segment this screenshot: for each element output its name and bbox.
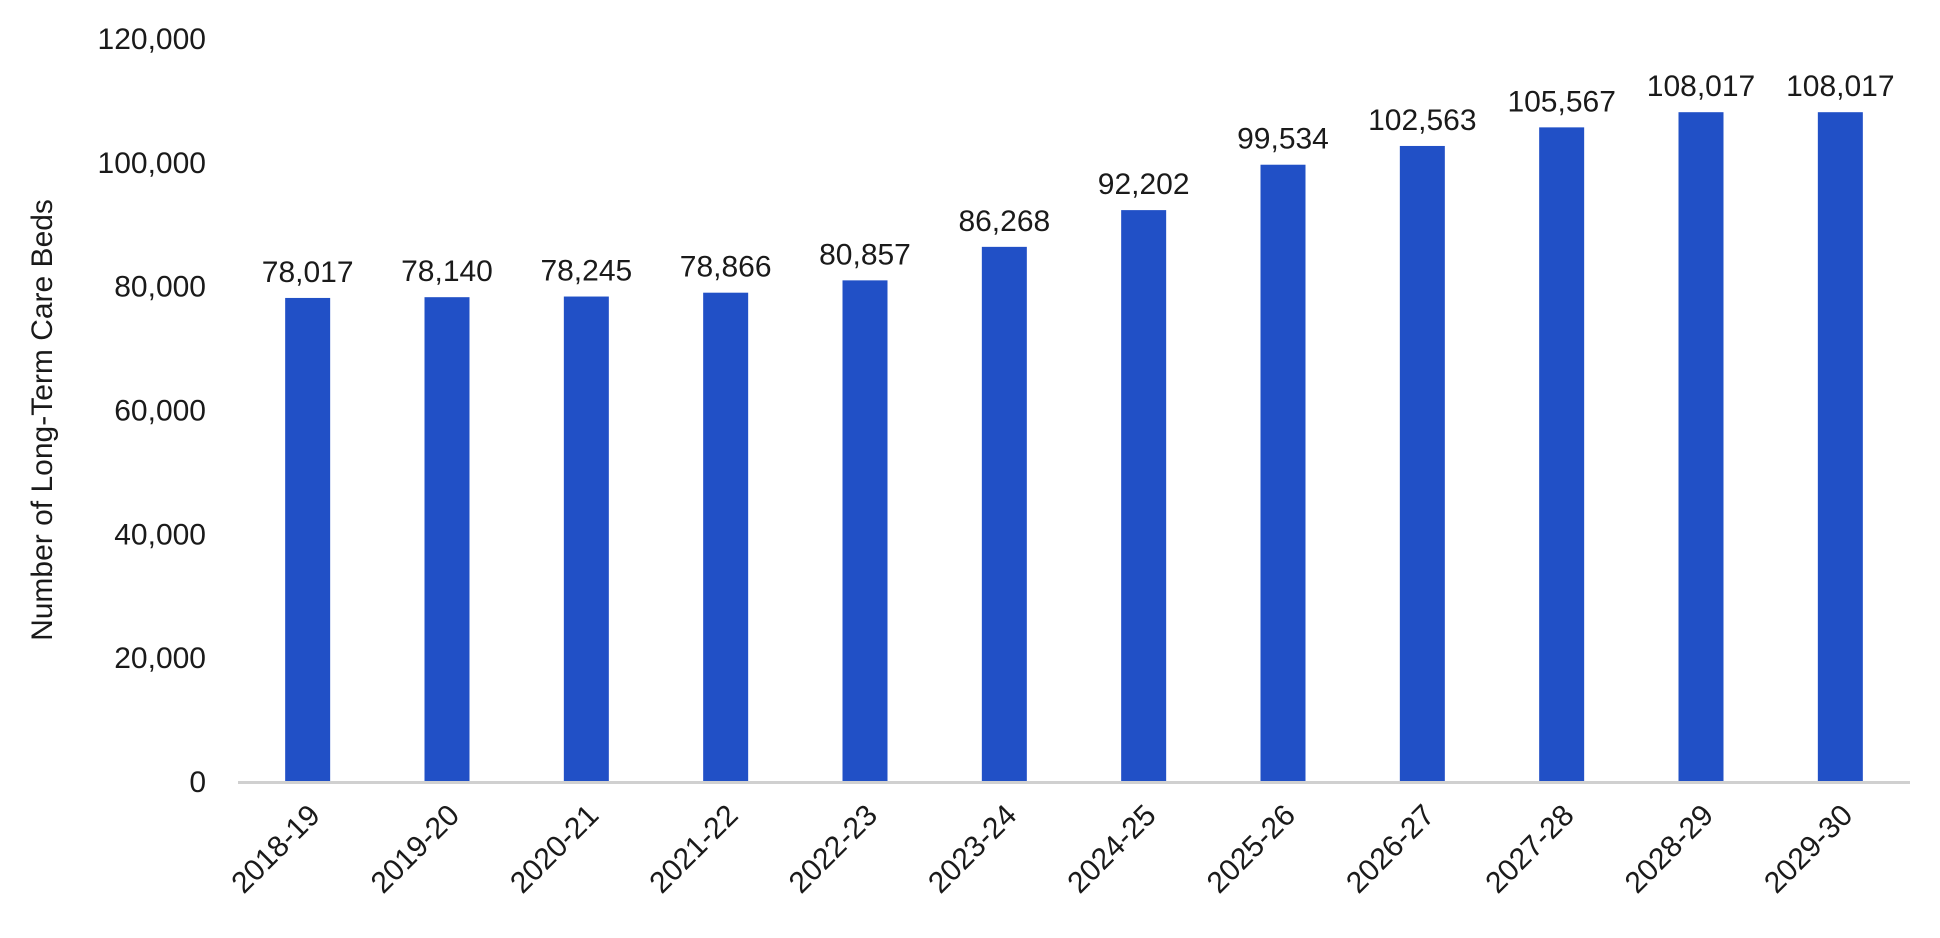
- x-tick-label: 2025-26: [1201, 799, 1302, 900]
- bar: [1678, 112, 1724, 781]
- data-labels: 78,017 78,140 78,245 78,866 80,857 86,268 92,2…: [262, 70, 1895, 289]
- y-tick-label: 120,000: [98, 23, 206, 56]
- bar: [1539, 127, 1585, 782]
- bars: [285, 112, 1863, 782]
- data-label: 80,857: [819, 238, 911, 271]
- bar: [285, 297, 331, 781]
- x-tick-label: 2022-23: [783, 799, 884, 900]
- y-tick-label: 20,000: [114, 642, 206, 675]
- bar: [563, 296, 609, 781]
- x-tick-label: 2018-19: [225, 799, 326, 900]
- data-label: 99,534: [1237, 123, 1329, 156]
- x-tick-label: 2023-24: [922, 799, 1023, 900]
- data-label: 108,017: [1786, 70, 1894, 103]
- data-label: 86,268: [958, 205, 1050, 238]
- x-tick-label: 2027-28: [1479, 799, 1580, 900]
- bar: [981, 246, 1027, 781]
- x-tick-label: 2026-27: [1340, 799, 1441, 900]
- bar: [1817, 112, 1863, 781]
- x-tick-label: 2028-29: [1619, 799, 1720, 900]
- x-tick-label: 2019-20: [365, 799, 466, 900]
- y-tick-label: 80,000: [114, 271, 206, 304]
- x-tick-label: 2020-21: [504, 799, 605, 900]
- bar: [703, 292, 749, 781]
- data-label: 78,245: [540, 255, 632, 288]
- data-label: 102,563: [1368, 104, 1476, 137]
- bar: [424, 297, 470, 781]
- y-tick-label: 40,000: [114, 518, 206, 551]
- y-axis-title: Number of Long-Term Care Beds: [26, 199, 59, 641]
- bar: [1260, 164, 1306, 782]
- bar: [842, 280, 888, 781]
- bar: [1121, 210, 1167, 781]
- bar: [1399, 145, 1445, 781]
- x-axis-ticks: 2018-19 2019-20 2020-21 2021-22 2022-23 2023-…: [225, 799, 1859, 900]
- data-label: 108,017: [1647, 70, 1755, 103]
- y-tick-label: 100,000: [98, 147, 206, 180]
- x-tick-label: 2021-22: [643, 799, 744, 900]
- y-tick-label: 0: [189, 766, 206, 799]
- y-axis-ticks: 0 20,000 40,000 60,000 80,000 100,000 120,000: [98, 23, 206, 799]
- data-label: 78,866: [680, 251, 772, 284]
- data-label: 105,567: [1507, 85, 1615, 118]
- y-tick-label: 60,000: [114, 395, 206, 428]
- data-label: 78,140: [401, 255, 493, 288]
- data-label: 92,202: [1098, 168, 1190, 201]
- x-tick-label: 2024-25: [1061, 799, 1162, 900]
- x-tick-label: 2029-30: [1758, 799, 1859, 900]
- data-label: 78,017: [262, 256, 354, 289]
